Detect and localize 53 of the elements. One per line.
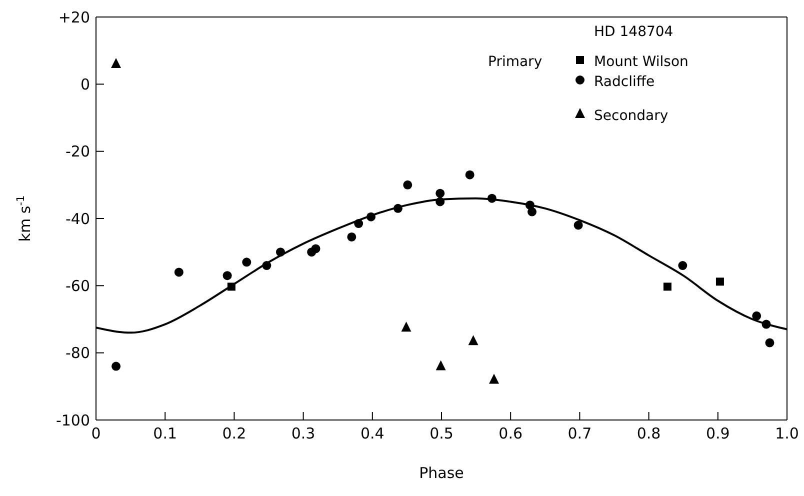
- point: [262, 261, 272, 270]
- point: [436, 197, 445, 206]
- point: [222, 271, 232, 280]
- point: [528, 207, 537, 216]
- x-tick-label: 0.7: [568, 424, 592, 443]
- point: [716, 278, 724, 286]
- point: [752, 311, 762, 320]
- y-tick-label: -40: [66, 210, 90, 228]
- point: [663, 282, 672, 291]
- x-tick-label: 0.2: [222, 424, 246, 443]
- x-tick-label: 0.9: [706, 424, 730, 443]
- x-tick-label: 0.5: [430, 424, 454, 443]
- point: [436, 188, 445, 198]
- y-tick-label: -80: [66, 344, 90, 362]
- point: [403, 180, 412, 190]
- point: [762, 320, 771, 329]
- point: [311, 244, 320, 254]
- y-tick-label: 0: [80, 75, 90, 94]
- point: [366, 212, 376, 222]
- x-tick-label: 0.8: [636, 424, 661, 443]
- point: [401, 322, 412, 332]
- y-tick-label: -100: [56, 411, 90, 430]
- x-tick-label: 0.4: [360, 424, 384, 443]
- point: [227, 282, 236, 291]
- point: [436, 360, 446, 370]
- x-tick-label: 1.0: [775, 424, 799, 443]
- point: [111, 58, 122, 68]
- legend-label: Radcliffe: [594, 73, 655, 92]
- point: [242, 258, 252, 267]
- point: [489, 374, 500, 384]
- point: [678, 261, 688, 270]
- x-axis-title: Phase: [419, 464, 464, 482]
- point: [465, 170, 474, 180]
- legend-label: Mount Wilson: [594, 53, 688, 72]
- legend-label: Secondary: [594, 107, 668, 126]
- x-tick-label: 0.3: [291, 424, 316, 443]
- chart-title: HD 148704: [594, 24, 674, 40]
- point: [276, 248, 285, 257]
- y-tick-label: +20: [58, 8, 90, 26]
- point: [347, 232, 356, 242]
- point: [174, 268, 184, 277]
- x-tick-label: 0.6: [498, 424, 523, 443]
- point: [765, 338, 774, 348]
- x-tick-label: 0.1: [153, 424, 178, 443]
- point: [112, 362, 121, 371]
- point: [468, 335, 478, 346]
- point: [354, 219, 364, 228]
- point: [393, 204, 402, 213]
- y-tick-label: -20: [66, 142, 90, 161]
- y-tick-label: -60: [66, 276, 90, 295]
- point: [487, 194, 496, 203]
- annotation: Primary: [488, 53, 544, 72]
- point: [574, 220, 583, 230]
